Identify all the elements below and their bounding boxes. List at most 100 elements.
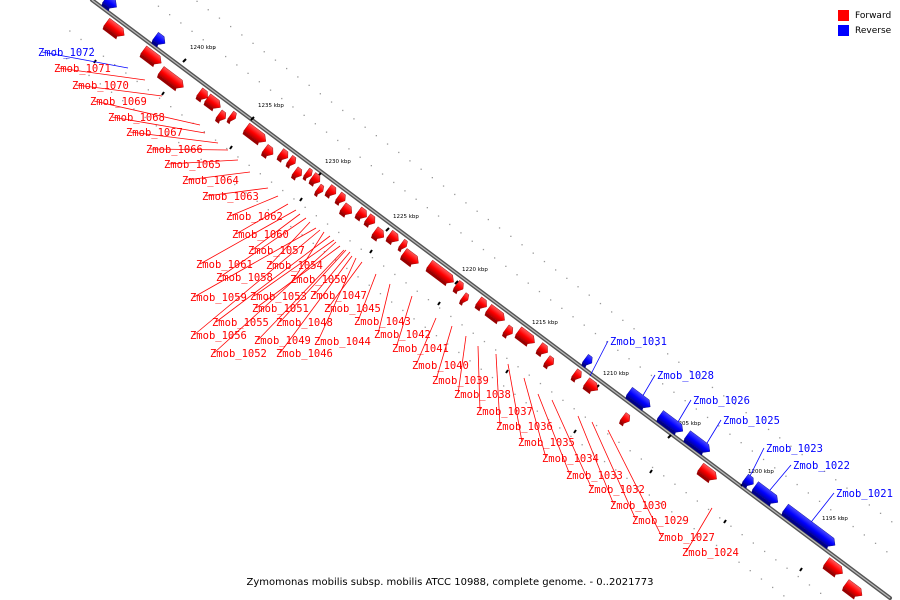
gene-bar [656,410,684,436]
gene-label-zmob-1027[interactable]: Zmob_1027 [658,532,715,544]
gene-label-zmob-1057[interactable]: Zmob_1057 [248,245,305,257]
gene-bar [285,154,297,169]
guide-dot [290,225,292,228]
gene-label-zmob-1042[interactable]: Zmob_1042 [374,329,431,341]
strand-marker [369,249,373,254]
guide-dot [525,402,527,404]
gene-label-zmob-1045[interactable]: Zmob_1045 [324,303,381,315]
gene-label-zmob-1058[interactable]: Zmob_1058 [216,272,273,284]
gene-label-zmob-1049[interactable]: Zmob_1049 [254,335,311,347]
gene-label-zmob-1024[interactable]: Zmob_1024 [682,547,739,559]
gene-label-zmob-1054[interactable]: Zmob_1054 [266,260,323,272]
gene-label-zmob-1032[interactable]: Zmob_1032 [588,484,645,496]
gene-label-zmob-1028[interactable]: Zmob_1028 [657,370,714,382]
gene-label-zmob-1072[interactable]: Zmob_1072 [38,47,95,59]
gene-bar [314,183,325,198]
gene-label-zmob-1044[interactable]: Zmob_1044 [314,336,371,348]
gene-bar [625,386,651,411]
leader-line [807,492,835,527]
gene-label-zmob-1070[interactable]: Zmob_1070 [72,80,129,92]
gene-label-zmob-1068[interactable]: Zmob_1068 [108,112,165,124]
gene-label-zmob-1043[interactable]: Zmob_1043 [354,316,411,328]
gene-label-zmob-1036[interactable]: Zmob_1036 [496,421,553,433]
gene-bar [302,167,313,182]
gene-bar [696,462,717,484]
guide-dot [588,294,590,296]
gene-label-zmob-1056[interactable]: Zmob_1056 [190,330,247,342]
guide-dot [527,282,529,284]
gene-label-zmob-1051[interactable]: Zmob_1051 [252,303,309,315]
guide-dot [606,341,608,343]
gene-label-zmob-1046[interactable]: Zmob_1046 [276,348,333,360]
guide-dot [662,383,664,385]
guide-dot [348,148,350,150]
gene-label-zmob-1031[interactable]: Zmob_1031 [610,336,667,348]
gene-label-zmob-1022[interactable]: Zmob_1022 [793,460,850,472]
gene-label-zmob-1063[interactable]: Zmob_1063 [202,191,259,203]
gene-label-zmob-1052[interactable]: Zmob_1052 [210,348,267,360]
guide-dot [729,433,731,435]
gene-label-zmob-1059[interactable]: Zmob_1059 [190,292,247,304]
guide-dot [338,231,340,234]
gene-label-zmob-1065[interactable]: Zmob_1065 [164,159,221,171]
gene-label-zmob-1039[interactable]: Zmob_1039 [432,375,489,387]
legend-reverse[interactable]: Reverse [838,23,891,38]
guide-dot [110,91,113,93]
gene-label-zmob-1040[interactable]: Zmob_1040 [412,360,469,372]
leader-line [551,399,593,490]
gene-label-zmob-1025[interactable]: Zmob_1025 [723,415,780,427]
gene-label-zmob-1060[interactable]: Zmob_1060 [232,229,289,241]
gene-label-zmob-1023[interactable]: Zmob_1023 [766,443,823,455]
tick-label: 1230 kbp [325,159,351,165]
guide-dot [570,435,572,437]
gene-label-zmob-1029[interactable]: Zmob_1029 [632,515,689,527]
leader-line [269,221,311,266]
gene-label-zmob-1055[interactable]: Zmob_1055 [212,317,269,329]
guide-dot [370,165,372,167]
gene-label-zmob-1048[interactable]: Zmob_1048 [276,317,333,329]
gene-label-zmob-1021[interactable]: Zmob_1021 [836,488,893,500]
gene-label-zmob-1034[interactable]: Zmob_1034 [542,453,599,465]
strand-marker [299,197,303,202]
guide-dot [136,80,138,83]
gene-label-zmob-1030[interactable]: Zmob_1030 [610,500,667,512]
gene-label-zmob-1041[interactable]: Zmob_1041 [392,343,449,355]
guide-dot [700,378,702,380]
gene-label-zmob-1033[interactable]: Zmob_1033 [566,470,623,482]
guide-dot [222,175,225,177]
guide-dot [415,198,417,200]
gene-label-zmob-1067[interactable]: Zmob_1067 [126,127,183,139]
guide-dot [259,173,261,175]
gene-label-zmob-1038[interactable]: Zmob_1038 [454,389,511,401]
guide-dot [607,433,609,435]
guide-dot [667,353,669,355]
guide-dot [628,358,630,360]
gene-label-zmob-1047[interactable]: Zmob_1047 [310,290,367,302]
gene-label-zmob-1071[interactable]: Zmob_1071 [54,63,111,75]
guide-dot [573,408,575,410]
gene-label-zmob-1053[interactable]: Zmob_1053 [250,291,307,303]
gene-label-zmob-1061[interactable]: Zmob_1061 [196,259,253,271]
guide-dot [335,259,337,261]
gene-label-zmob-1026[interactable]: Zmob_1026 [693,395,750,407]
gene-label-zmob-1062[interactable]: Zmob_1062 [226,211,283,223]
guide-dot [435,335,438,337]
guide-dot [236,64,238,66]
guide-dot [237,156,239,158]
gene-label-zmob-1037[interactable]: Zmob_1037 [476,406,533,418]
gene-label-zmob-1064[interactable]: Zmob_1064 [182,175,239,187]
gene-bar [363,213,376,228]
gene-label-zmob-1035[interactable]: Zmob_1035 [518,437,575,449]
guide-dot [807,492,809,494]
guide-dot [88,74,90,77]
tick-label: 1240 kbp [190,45,216,51]
guide-dot [269,89,272,91]
guide-dot [80,38,82,41]
gene-label-zmob-1066[interactable]: Zmob_1066 [146,144,203,156]
legend-forward[interactable]: Forward [838,8,891,23]
guide-dot [595,424,598,427]
guide-dot [779,437,781,439]
guide-dot [808,584,811,586]
gene-label-zmob-1050[interactable]: Zmob_1050 [290,274,347,286]
gene-label-zmob-1069[interactable]: Zmob_1069 [90,96,147,108]
